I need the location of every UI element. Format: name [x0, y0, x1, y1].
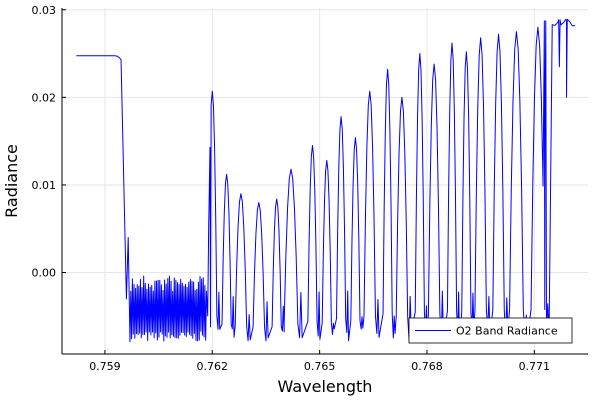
x-tick-label: 0.759 — [89, 360, 121, 373]
x-tick-label: 0.765 — [304, 360, 336, 373]
x-axis-label: Wavelength — [278, 377, 373, 396]
ticks: 0.759 0.762 0.765 0.768 0.771 0.00 0.01 0.02 0.0… — [32, 4, 551, 373]
y-tick-label: 0.02 — [32, 91, 57, 104]
y-axis-label: Radiance — [2, 144, 21, 218]
grid — [62, 8, 588, 354]
y-tick-label: 0.03 — [32, 4, 57, 17]
x-tick-label: 0.771 — [519, 360, 551, 373]
legend-label: O2 Band Radiance — [456, 325, 558, 338]
y-tick-label: 0.00 — [32, 267, 57, 280]
x-tick-label: 0.768 — [411, 360, 443, 373]
x-tick-label: 0.762 — [197, 360, 229, 373]
axes — [61, 8, 588, 355]
y-tick-label: 0.01 — [32, 179, 57, 192]
legend: O2 Band Radiance — [408, 317, 573, 344]
